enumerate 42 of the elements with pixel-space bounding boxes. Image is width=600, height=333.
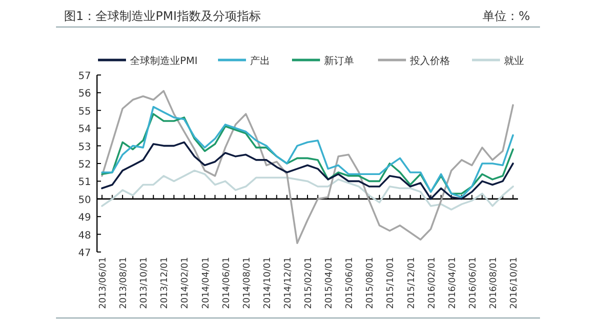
x-tick-label: 2016/02/01 [427,257,438,309]
x-tick-label: 2014/10/01 [262,257,273,309]
x-tick-label: 2014/06/01 [222,257,232,309]
y-tick-label: 55 [78,106,91,118]
x-tick-label: 2013/12/01 [160,257,170,309]
x-tick-label: 2015/04/01 [324,257,335,309]
y-tick-label: 51 [78,177,91,188]
x-tick-label: 2015/02/01 [304,257,314,309]
line-series [101,90,514,244]
x-tick-label: 2016/06/01 [468,257,478,309]
x-tick-label: 2015/06/01 [345,257,356,309]
legend-label: 全球制造业PMI [130,55,198,67]
line-series [101,141,514,200]
x-tick-label: 2016/04/01 [448,257,458,309]
legend-label: 产出 [250,55,270,67]
x-tick-label: 2013/10/01 [140,257,150,309]
y-tick-label: 47 [78,248,91,259]
y-tick-label: 49 [78,212,91,224]
line-series [101,170,514,210]
y-tick-label: 48 [78,230,91,242]
legend-label: 就业 [504,55,524,67]
y-tick-label: 56 [78,88,91,100]
y-tick-label: 50 [78,194,91,206]
x-tick-label: 2013/08/01 [119,257,130,309]
x-tick-label: 2015/08/01 [366,257,376,309]
chart-title: 图1：全球制造业PMI指数及分项指标 [64,9,261,23]
y-tick-label: 54 [78,124,91,136]
x-tick-label: 2015/12/01 [406,257,417,309]
x-tick-label: 2016/08/01 [488,257,499,309]
y-tick-label: 57 [78,71,91,82]
x-tick-label: 2014/02/01 [180,257,191,309]
y-tick-label: 52 [78,160,91,170]
legend-label: 新订单 [324,55,354,67]
x-tick-label: 2015/10/01 [386,257,396,309]
legend-label: 投入价格 [409,55,450,67]
x-tick-label: 2014/04/01 [201,257,212,309]
y-axis-title: 单位：% [482,9,530,23]
x-tick-label: 2014/08/01 [242,257,252,309]
x-tick-label: 2016/10/01 [510,257,520,309]
x-tick-label: 2013/06/01 [98,257,108,309]
x-tick-label: 2014/12/01 [283,257,294,309]
y-tick-label: 53 [78,142,91,153]
